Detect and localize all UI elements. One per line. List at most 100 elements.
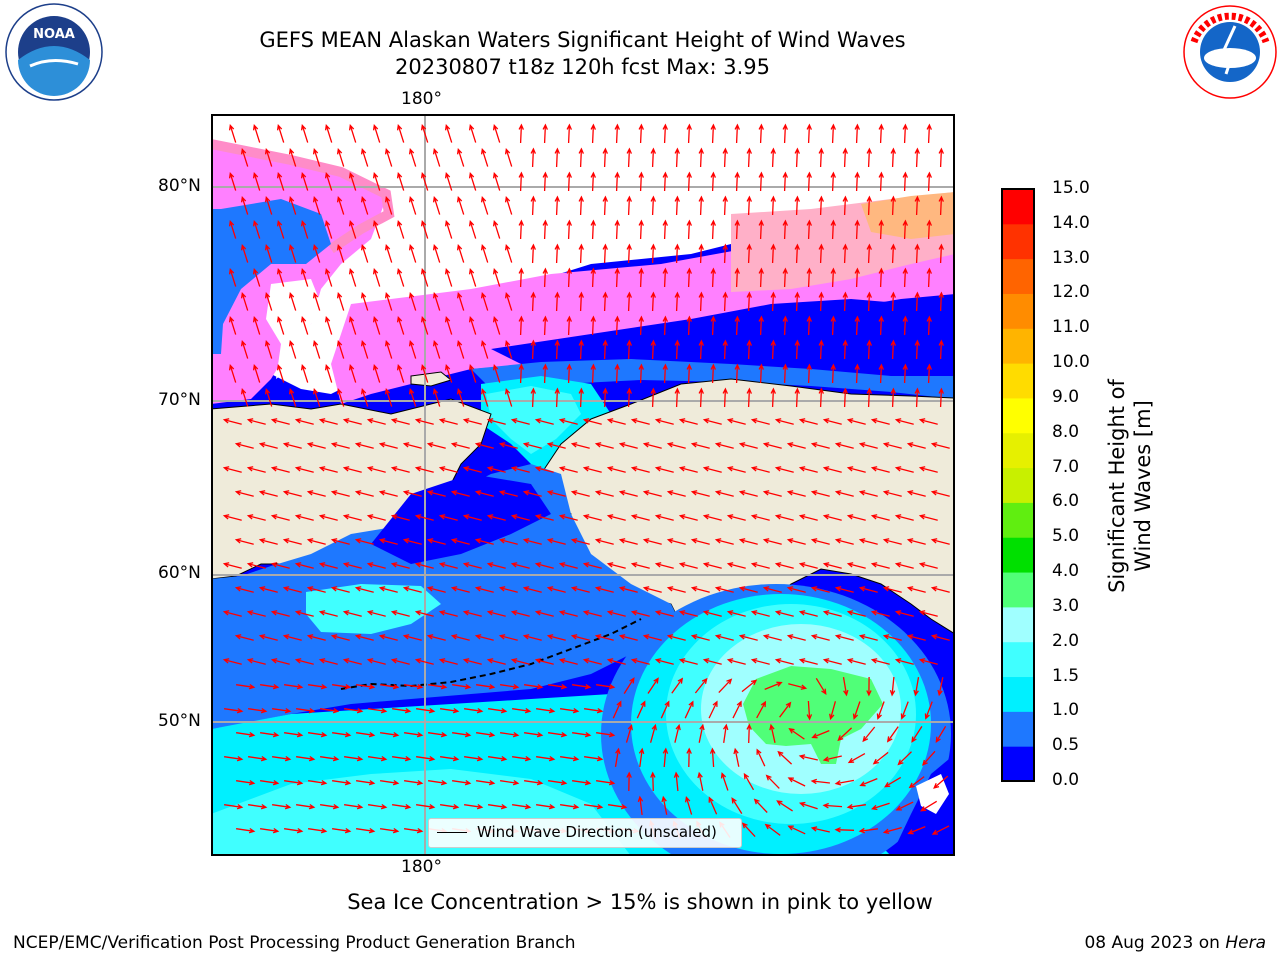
wave-direction-arrow bbox=[626, 339, 632, 360]
wave-direction-arrow bbox=[606, 610, 626, 617]
wave-direction-arrow bbox=[236, 827, 256, 834]
wave-direction-arrow bbox=[698, 387, 704, 408]
wave-direction-arrow bbox=[698, 723, 705, 743]
wave-direction-arrow bbox=[702, 658, 722, 665]
wave-direction-arrow bbox=[312, 291, 321, 311]
wave-direction-arrow bbox=[308, 731, 328, 738]
wave-direction-arrow bbox=[306, 538, 326, 545]
wave-direction-arrow bbox=[686, 123, 692, 144]
wave-direction-arrow bbox=[702, 418, 722, 425]
wave-direction-arrow bbox=[222, 562, 242, 569]
wave-direction-arrow bbox=[822, 418, 842, 425]
wave-direction-arrow bbox=[420, 123, 429, 143]
wave-direction-arrow bbox=[342, 658, 362, 665]
wave-direction-arrow bbox=[372, 363, 381, 383]
wave-direction-arrow bbox=[654, 562, 674, 569]
wave-direction-arrow bbox=[930, 634, 950, 641]
colorbar-cell bbox=[1002, 641, 1034, 678]
wave-direction-arrow bbox=[498, 442, 518, 449]
wave-direction-arrow bbox=[746, 387, 752, 408]
wave-direction-arrow bbox=[332, 779, 352, 786]
wave-direction-arrow bbox=[697, 771, 704, 791]
wave-direction-arrow bbox=[870, 466, 890, 473]
wave-direction-arrow bbox=[558, 562, 578, 569]
wave-direction-arrow bbox=[590, 219, 596, 240]
wave-direction-arrow bbox=[432, 339, 441, 359]
wave-direction-arrow bbox=[530, 243, 536, 264]
wave-direction-arrow bbox=[462, 418, 482, 425]
wave-direction-arrow bbox=[438, 514, 458, 521]
wave-direction-arrow bbox=[612, 700, 622, 719]
wave-direction-arrow bbox=[402, 490, 422, 497]
wave-direction-arrow bbox=[282, 634, 302, 641]
wave-direction-arrow bbox=[312, 243, 321, 263]
wave-direction-arrow bbox=[468, 363, 477, 383]
colorbar-cell bbox=[1002, 606, 1034, 643]
wave-direction-arrow bbox=[750, 418, 770, 425]
wave-direction-arrow bbox=[788, 728, 805, 740]
wave-direction-arrow bbox=[224, 707, 244, 714]
wave-direction-arrow bbox=[260, 827, 280, 834]
wave-direction-arrow bbox=[438, 658, 458, 665]
wave-direction-arrow bbox=[878, 363, 884, 384]
wave-direction-arrow bbox=[890, 291, 896, 312]
wave-direction-arrow bbox=[318, 514, 338, 521]
wave-direction-arrow bbox=[642, 490, 662, 497]
wave-direction-arrow bbox=[402, 634, 422, 641]
wave-direction-arrow bbox=[558, 466, 578, 473]
wave-direction-arrow bbox=[566, 363, 572, 384]
wave-direction-arrow bbox=[810, 826, 830, 833]
wave-direction-arrow bbox=[488, 707, 508, 714]
wave-direction-arrow bbox=[594, 634, 614, 641]
wave-direction-arrow bbox=[630, 658, 650, 665]
wave-direction-arrow bbox=[450, 490, 470, 497]
wave-direction-arrow bbox=[554, 387, 560, 408]
wave-direction-arrow bbox=[786, 442, 806, 449]
wave-direction-arrow bbox=[908, 776, 925, 789]
wave-direction-arrow bbox=[770, 195, 776, 216]
wave-direction-arrow bbox=[806, 267, 812, 288]
wave-direction-arrow bbox=[931, 825, 950, 835]
wave-direction-arrow bbox=[866, 676, 872, 697]
wave-direction-arrow bbox=[722, 387, 728, 408]
wave-direction-arrow bbox=[734, 171, 740, 192]
wave-direction-arrow bbox=[300, 363, 309, 383]
wave-direction-arrow bbox=[798, 418, 818, 425]
bering-north bbox=[371, 474, 551, 564]
wave-direction-arrow bbox=[420, 363, 429, 383]
wave-direction-arrow bbox=[444, 363, 453, 383]
wave-direction-arrow bbox=[474, 538, 494, 545]
wave-direction-arrow bbox=[647, 677, 659, 694]
wave-direction-arrow bbox=[926, 171, 932, 192]
wave-direction-arrow bbox=[560, 755, 580, 762]
wave-direction-arrow bbox=[360, 195, 369, 215]
wave-direction-arrow bbox=[894, 418, 914, 425]
wave-direction-arrow bbox=[224, 755, 244, 762]
wave-direction-arrow bbox=[902, 315, 908, 336]
wave-direction-arrow bbox=[734, 363, 740, 384]
wave-direction-arrow bbox=[794, 147, 800, 168]
wave-direction-arrow bbox=[342, 562, 362, 569]
lat-label-50: 50°N bbox=[158, 711, 201, 731]
colorbar-cell bbox=[1002, 537, 1034, 573]
wave-direction-arrow bbox=[294, 562, 314, 569]
wave-direction-arrow bbox=[518, 123, 524, 144]
wave-direction-arrow bbox=[228, 363, 237, 383]
wave-direction-arrow bbox=[312, 339, 321, 359]
wave-direction-arrow bbox=[510, 466, 530, 473]
wave-direction-arrow bbox=[787, 825, 806, 835]
wave-direction-arrow bbox=[794, 243, 800, 264]
wave-direction-arrow bbox=[642, 586, 662, 593]
wave-direction-arrow bbox=[258, 490, 278, 497]
wave-direction-arrow bbox=[468, 219, 477, 239]
wave-direction-arrow bbox=[769, 723, 776, 743]
wave-direction-arrow bbox=[404, 731, 424, 738]
wave-direction-arrow bbox=[270, 466, 290, 473]
wave-direction-arrow bbox=[786, 538, 806, 545]
wave-direction-arrow bbox=[284, 683, 304, 690]
wave-direction-arrow bbox=[671, 677, 684, 694]
wave-direction-arrow bbox=[678, 658, 698, 665]
wave-direction-arrow bbox=[474, 442, 494, 449]
wave-direction-arrow bbox=[492, 219, 501, 239]
wave-direction-arrow bbox=[926, 315, 932, 336]
